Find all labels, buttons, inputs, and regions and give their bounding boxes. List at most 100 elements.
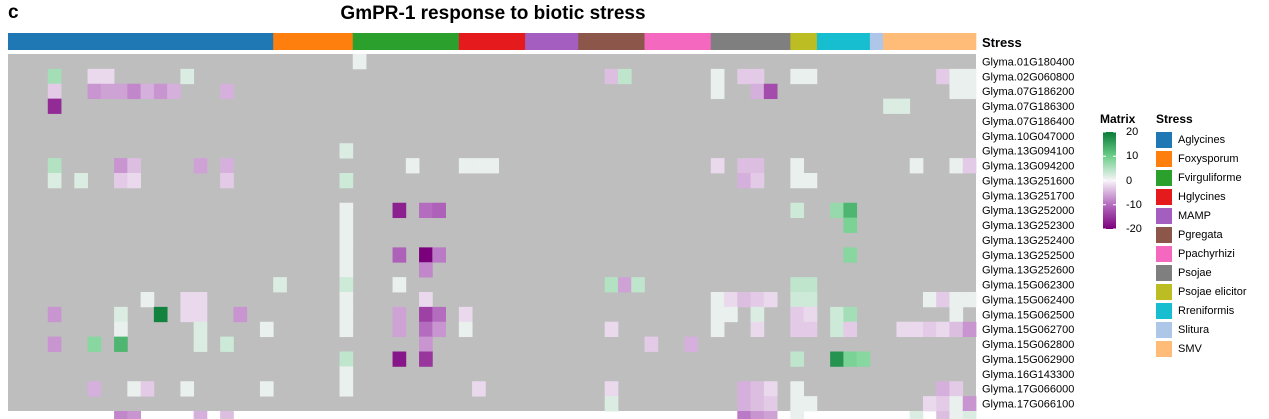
heatmap-cell (392, 247, 407, 263)
annotation-segment (525, 33, 579, 50)
heatmap-cell (763, 411, 778, 419)
legend-item: Rreniformis (1156, 303, 1234, 319)
heatmap-cell (114, 336, 128, 352)
heatmap-cell (604, 396, 619, 412)
heatmap-cell (724, 306, 738, 323)
heatmap-cell (604, 68, 619, 85)
heatmap-cell (458, 321, 473, 338)
color-scale-bar (1103, 132, 1116, 229)
heatmap-cell (352, 54, 367, 70)
heatmap-cell (392, 351, 407, 367)
heatmap-cell (87, 381, 102, 397)
heatmap-cell (220, 83, 234, 100)
heatmap-cell (339, 306, 354, 323)
row-label: Glyma.10G047000 (982, 131, 1074, 143)
scale-tick-label: 0 (1126, 174, 1133, 187)
heatmap-cell (856, 351, 871, 367)
heatmap-cell (949, 306, 964, 323)
stress-annotation-bar (8, 33, 977, 50)
heatmap-cell (830, 306, 844, 323)
heatmap-cell (392, 321, 407, 338)
heatmap-cell (949, 158, 964, 174)
heatmap-cell (87, 68, 102, 85)
heatmap-cell (790, 277, 805, 293)
legend-swatch (1156, 189, 1172, 205)
heatmap-cell (273, 277, 287, 293)
heatmap-cell (830, 202, 844, 219)
heatmap-cell (180, 381, 195, 397)
heatmap-cell (339, 217, 354, 233)
annotation-segment (710, 33, 791, 50)
heatmap-cell (405, 158, 420, 174)
legend-item: SMV (1156, 341, 1202, 357)
heatmap-cell (127, 381, 142, 397)
row-label: Glyma.16G143300 (982, 369, 1074, 381)
legend-label: Fvirguliforme (1178, 172, 1242, 184)
heatmap-cell (233, 306, 248, 323)
heatmap-cell (339, 292, 354, 308)
heatmap-cell (949, 381, 964, 397)
heatmap-cell (790, 396, 805, 412)
heatmap-cell (339, 381, 354, 397)
heatmap-cell (790, 351, 805, 367)
heatmap-cell (47, 336, 62, 352)
heatmap-cell (962, 83, 977, 100)
annotation-segment (883, 33, 977, 50)
legend-item: MAMP (1156, 208, 1211, 224)
heatmap-cell (339, 366, 354, 382)
legend-swatch (1156, 151, 1172, 167)
heatmap-cell (763, 83, 778, 100)
heatmap-cell (193, 411, 208, 419)
legend-item: Fvirguliforme (1156, 170, 1242, 186)
heatmap-cell (127, 173, 142, 189)
heatmap-cell (936, 321, 950, 338)
heatmap-cell (87, 336, 102, 352)
legend-swatch (1156, 227, 1172, 243)
heatmap-cell (750, 68, 765, 85)
heatmap-cell (909, 321, 924, 338)
heatmap-cell (419, 321, 433, 338)
scale-tick-label: 10 (1126, 150, 1139, 163)
heatmap-cell (790, 202, 805, 219)
heatmap-cell (47, 98, 62, 114)
heatmap-cell (949, 292, 964, 308)
row-label: Glyma.17G066100 (982, 399, 1074, 411)
heatmap-cell (936, 396, 950, 412)
heatmap-cell (790, 306, 805, 323)
heatmap-cell (750, 158, 765, 174)
legend-item: Slitura (1156, 322, 1209, 338)
heatmap-cell (47, 173, 62, 189)
heatmap-cell (339, 143, 354, 159)
heatmap-cell (220, 173, 234, 189)
heatmap-cell (47, 68, 62, 85)
heatmap-cell (763, 381, 778, 397)
heatmap-cells (47, 54, 977, 419)
legend-label: Slitura (1178, 324, 1210, 336)
legend-label: Hglycines (1178, 191, 1226, 203)
heatmap-cell (936, 292, 950, 308)
heatmap-cell (259, 381, 274, 397)
heatmap-cell (114, 321, 128, 338)
legend-swatch (1156, 265, 1172, 281)
heatmap-cell (180, 68, 195, 85)
legend-swatch (1156, 132, 1172, 148)
legend-swatch (1156, 303, 1172, 319)
heatmap-cell (114, 173, 128, 189)
heatmap-cell (710, 292, 725, 308)
heatmap-cell (193, 336, 208, 352)
heatmap-cell (193, 306, 208, 323)
heatmap-cell (193, 292, 208, 308)
heatmap-cell (750, 396, 765, 412)
heatmap-cell (737, 396, 751, 412)
heatmap-cell (843, 351, 858, 367)
heatmap-cell (763, 292, 778, 308)
heatmap-cell (419, 306, 433, 323)
annotation-segment (352, 33, 460, 50)
legend-item: Psojae elicitor (1156, 284, 1246, 300)
heatmap-cell (710, 68, 725, 85)
annotation-segment (869, 33, 884, 50)
heatmap-cell (936, 381, 950, 397)
row-label: Glyma.15G062500 (982, 309, 1074, 321)
heatmap-cell (737, 381, 751, 397)
